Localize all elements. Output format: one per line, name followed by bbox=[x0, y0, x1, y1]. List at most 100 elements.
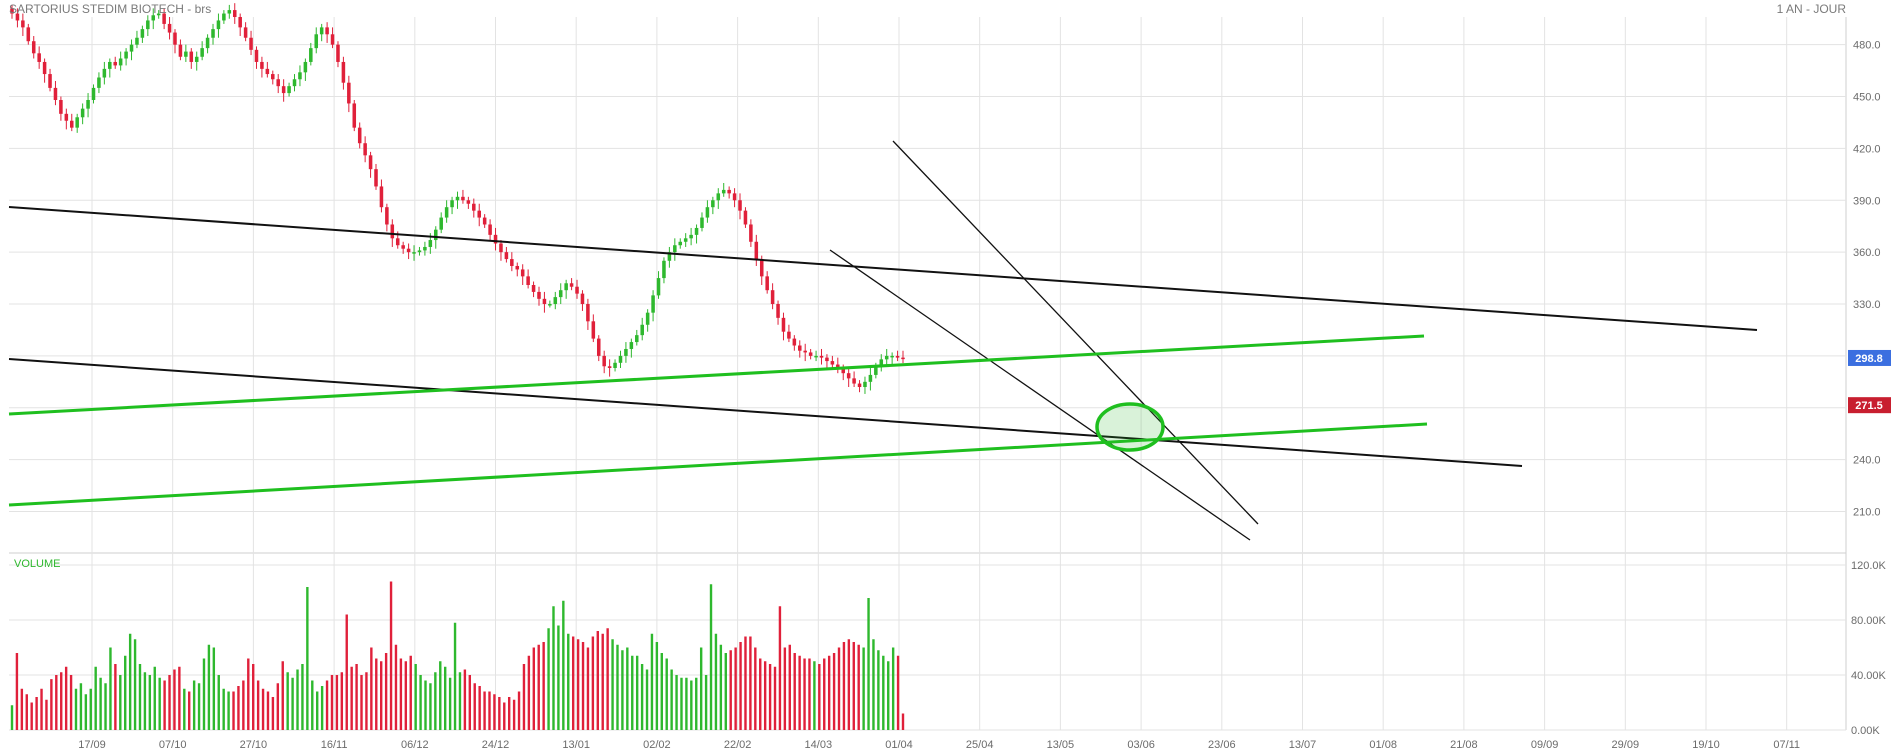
candle-body bbox=[151, 15, 156, 21]
x-tick-label: 17/09 bbox=[78, 739, 106, 751]
trendline-black[interactable] bbox=[892, 140, 1259, 525]
candle-body bbox=[173, 32, 177, 45]
volume-bar bbox=[360, 675, 363, 730]
volume-bar bbox=[261, 688, 265, 730]
volume-bar bbox=[670, 669, 673, 730]
volume-bar bbox=[222, 688, 225, 730]
candle-body bbox=[232, 10, 237, 17]
volume-bar bbox=[404, 661, 408, 730]
volume-bar bbox=[109, 647, 112, 730]
candle-body bbox=[580, 293, 585, 305]
volume-bar bbox=[877, 650, 880, 730]
trendline-green[interactable] bbox=[8, 334, 1425, 416]
volume-bar bbox=[626, 647, 629, 730]
chart-period[interactable]: 1 AN - JOUR bbox=[1777, 2, 1847, 16]
candle-body bbox=[836, 364, 840, 368]
candle-body bbox=[776, 304, 780, 318]
trendline-black[interactable] bbox=[8, 206, 1758, 331]
trendline-black[interactable] bbox=[829, 249, 1251, 541]
candle-body bbox=[254, 49, 259, 62]
volume-bar bbox=[276, 683, 280, 730]
volume-bar bbox=[439, 661, 442, 730]
volume-bar bbox=[557, 625, 560, 730]
volume-bar bbox=[759, 658, 762, 730]
volume-bar bbox=[316, 691, 319, 730]
volume-bar bbox=[192, 680, 196, 730]
volume-bar bbox=[60, 672, 63, 730]
target-zone-ellipse[interactable] bbox=[1095, 402, 1165, 452]
candle-body bbox=[216, 20, 221, 30]
x-tick-label: 27/10 bbox=[240, 739, 268, 751]
candle-body bbox=[814, 355, 818, 358]
volume-bar bbox=[153, 666, 156, 730]
trendline-green[interactable] bbox=[8, 422, 1428, 507]
y-tick-label: 240.0 bbox=[1853, 455, 1881, 467]
candle-body bbox=[765, 276, 769, 291]
price-badges: 298.8 271.5 bbox=[1848, 349, 1891, 414]
candle-body bbox=[260, 61, 264, 69]
candle-body bbox=[243, 27, 248, 38]
y-tick-label: 360.0 bbox=[1853, 247, 1881, 259]
price-badge-label: 298.8 bbox=[1855, 353, 1883, 365]
volume-bar bbox=[793, 653, 796, 730]
price-badge bbox=[1848, 349, 1891, 366]
candle-body bbox=[901, 357, 905, 360]
candle-body bbox=[825, 357, 829, 362]
candle-body bbox=[515, 265, 520, 270]
x-tick-label: 01/04 bbox=[885, 739, 913, 751]
candle-body bbox=[200, 48, 204, 57]
volume-bar bbox=[823, 658, 826, 730]
volume-bar bbox=[443, 666, 447, 730]
volume-bar bbox=[178, 666, 181, 730]
volume-bar bbox=[384, 653, 388, 730]
volume-bar bbox=[252, 664, 255, 730]
volume-bar bbox=[340, 672, 344, 730]
volume-bar bbox=[207, 644, 211, 730]
candle-body bbox=[412, 252, 416, 254]
volume-bar bbox=[606, 628, 609, 730]
candle-body bbox=[640, 324, 644, 336]
x-tick-label: 02/02 bbox=[643, 739, 671, 751]
candle-body bbox=[721, 189, 726, 194]
volume-bar bbox=[655, 642, 659, 730]
volume-bar bbox=[379, 661, 383, 730]
volume-bar bbox=[45, 699, 48, 730]
volume-bar bbox=[320, 686, 324, 730]
candle-body bbox=[406, 248, 411, 253]
candle-body bbox=[618, 355, 623, 363]
candle-body bbox=[439, 217, 443, 230]
volume-bar bbox=[547, 628, 550, 730]
volume-bar bbox=[621, 650, 624, 730]
candle-body bbox=[309, 48, 313, 62]
price-badge-label: 271.5 bbox=[1855, 400, 1883, 412]
volume-bar bbox=[365, 672, 368, 730]
volume-bar bbox=[355, 664, 358, 730]
candle-body bbox=[271, 74, 275, 80]
volume-bar bbox=[852, 642, 855, 730]
volume-bar bbox=[30, 702, 33, 730]
volume-bar bbox=[124, 655, 127, 730]
x-tick-label: 07/10 bbox=[159, 739, 187, 751]
candle-body bbox=[330, 34, 335, 45]
volume-bar bbox=[94, 666, 97, 730]
candle-body bbox=[194, 56, 199, 62]
candle-body bbox=[205, 37, 210, 49]
volume-bar bbox=[463, 669, 467, 730]
candle-body bbox=[113, 61, 117, 66]
volume-bar bbox=[734, 647, 737, 730]
volume-bar bbox=[453, 622, 457, 730]
candle-body bbox=[379, 186, 384, 208]
x-tick-label: 16/11 bbox=[321, 739, 348, 751]
x-tick-label: 21/08 bbox=[1450, 739, 1478, 751]
y-tick-label: 210.0 bbox=[1853, 507, 1881, 519]
x-tick-label: 09/09 bbox=[1531, 739, 1559, 751]
volume-bar bbox=[325, 680, 329, 730]
volume-bar bbox=[729, 650, 732, 730]
volume-bar bbox=[749, 636, 752, 730]
candle-body bbox=[48, 74, 52, 88]
trendline-black[interactable] bbox=[8, 358, 1523, 467]
volume-bar bbox=[64, 666, 68, 730]
candle-body bbox=[700, 217, 704, 228]
